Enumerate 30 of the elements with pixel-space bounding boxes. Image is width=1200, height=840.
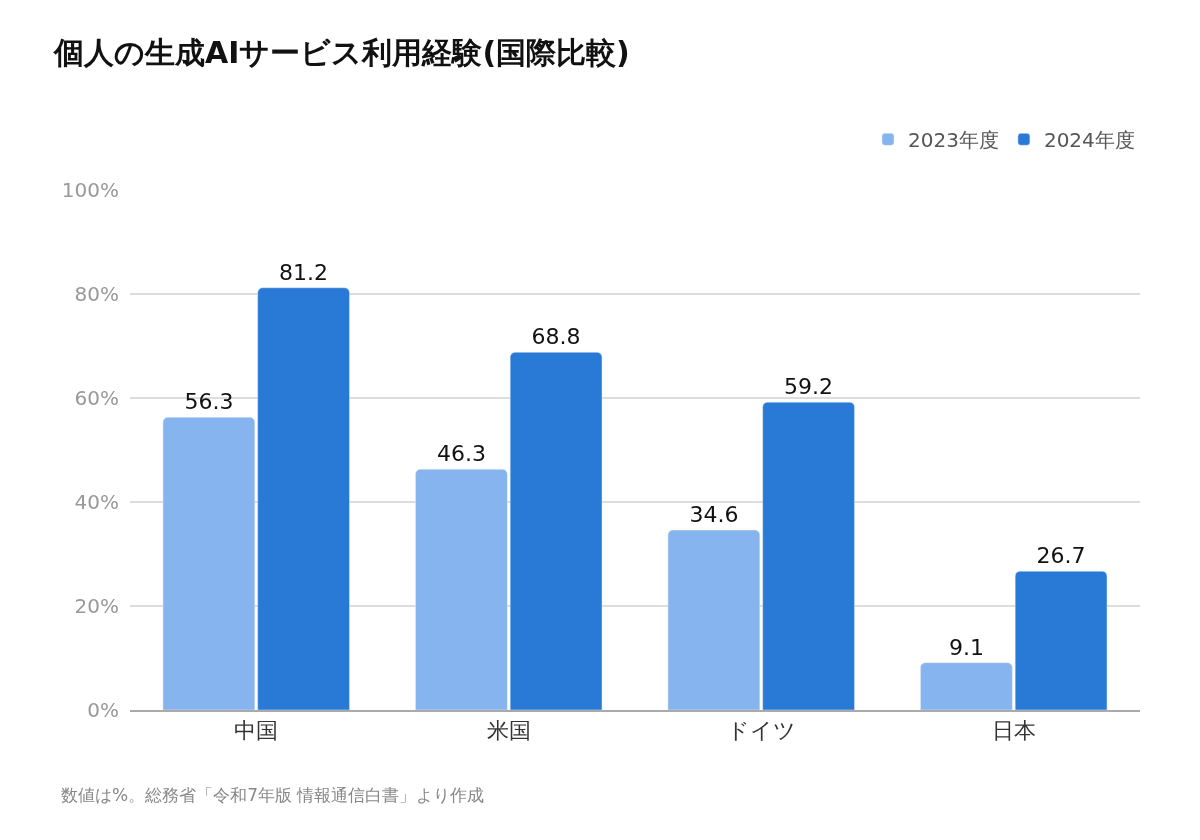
x-tick-label: 日本 bbox=[991, 718, 1036, 744]
y-tick-label: 0% bbox=[87, 698, 119, 722]
data-label: 68.8 bbox=[531, 324, 581, 350]
bar bbox=[257, 287, 350, 710]
legend-label: 2023年度 bbox=[908, 128, 999, 153]
chart-title: 個人の生成AIサービス利用経験(国際比較) bbox=[53, 35, 630, 70]
x-tick-label: 米国 bbox=[486, 718, 531, 744]
bar bbox=[1014, 570, 1108, 710]
bar bbox=[667, 529, 761, 710]
data-label: 9.1 bbox=[948, 634, 984, 660]
bar bbox=[415, 468, 508, 710]
y-tick-label: 80% bbox=[74, 282, 119, 306]
data-label: 81.2 bbox=[279, 259, 329, 285]
bar bbox=[920, 662, 1013, 710]
x-tick-label: ドイツ bbox=[726, 718, 796, 744]
data-label: 56.3 bbox=[184, 389, 234, 415]
x-tick-label: 中国 bbox=[234, 718, 279, 744]
bar bbox=[509, 351, 603, 710]
y-tick-label: 40% bbox=[74, 490, 119, 514]
y-tick-label: 20% bbox=[74, 594, 119, 618]
text: 数値は%。総務省「令和7年版 情報通信白書」より作成 bbox=[61, 785, 485, 805]
data-label: 46.3 bbox=[436, 441, 486, 467]
data-label: 59.2 bbox=[784, 374, 834, 400]
y-tick-label: 100% bbox=[61, 178, 119, 202]
legend-label: 2024年度 bbox=[1043, 128, 1135, 153]
bar bbox=[762, 401, 855, 710]
data-label: 34.6 bbox=[689, 502, 739, 528]
y-tick-label: 60% bbox=[74, 386, 119, 410]
data-label: 26.7 bbox=[1036, 543, 1086, 569]
bar bbox=[162, 416, 256, 710]
